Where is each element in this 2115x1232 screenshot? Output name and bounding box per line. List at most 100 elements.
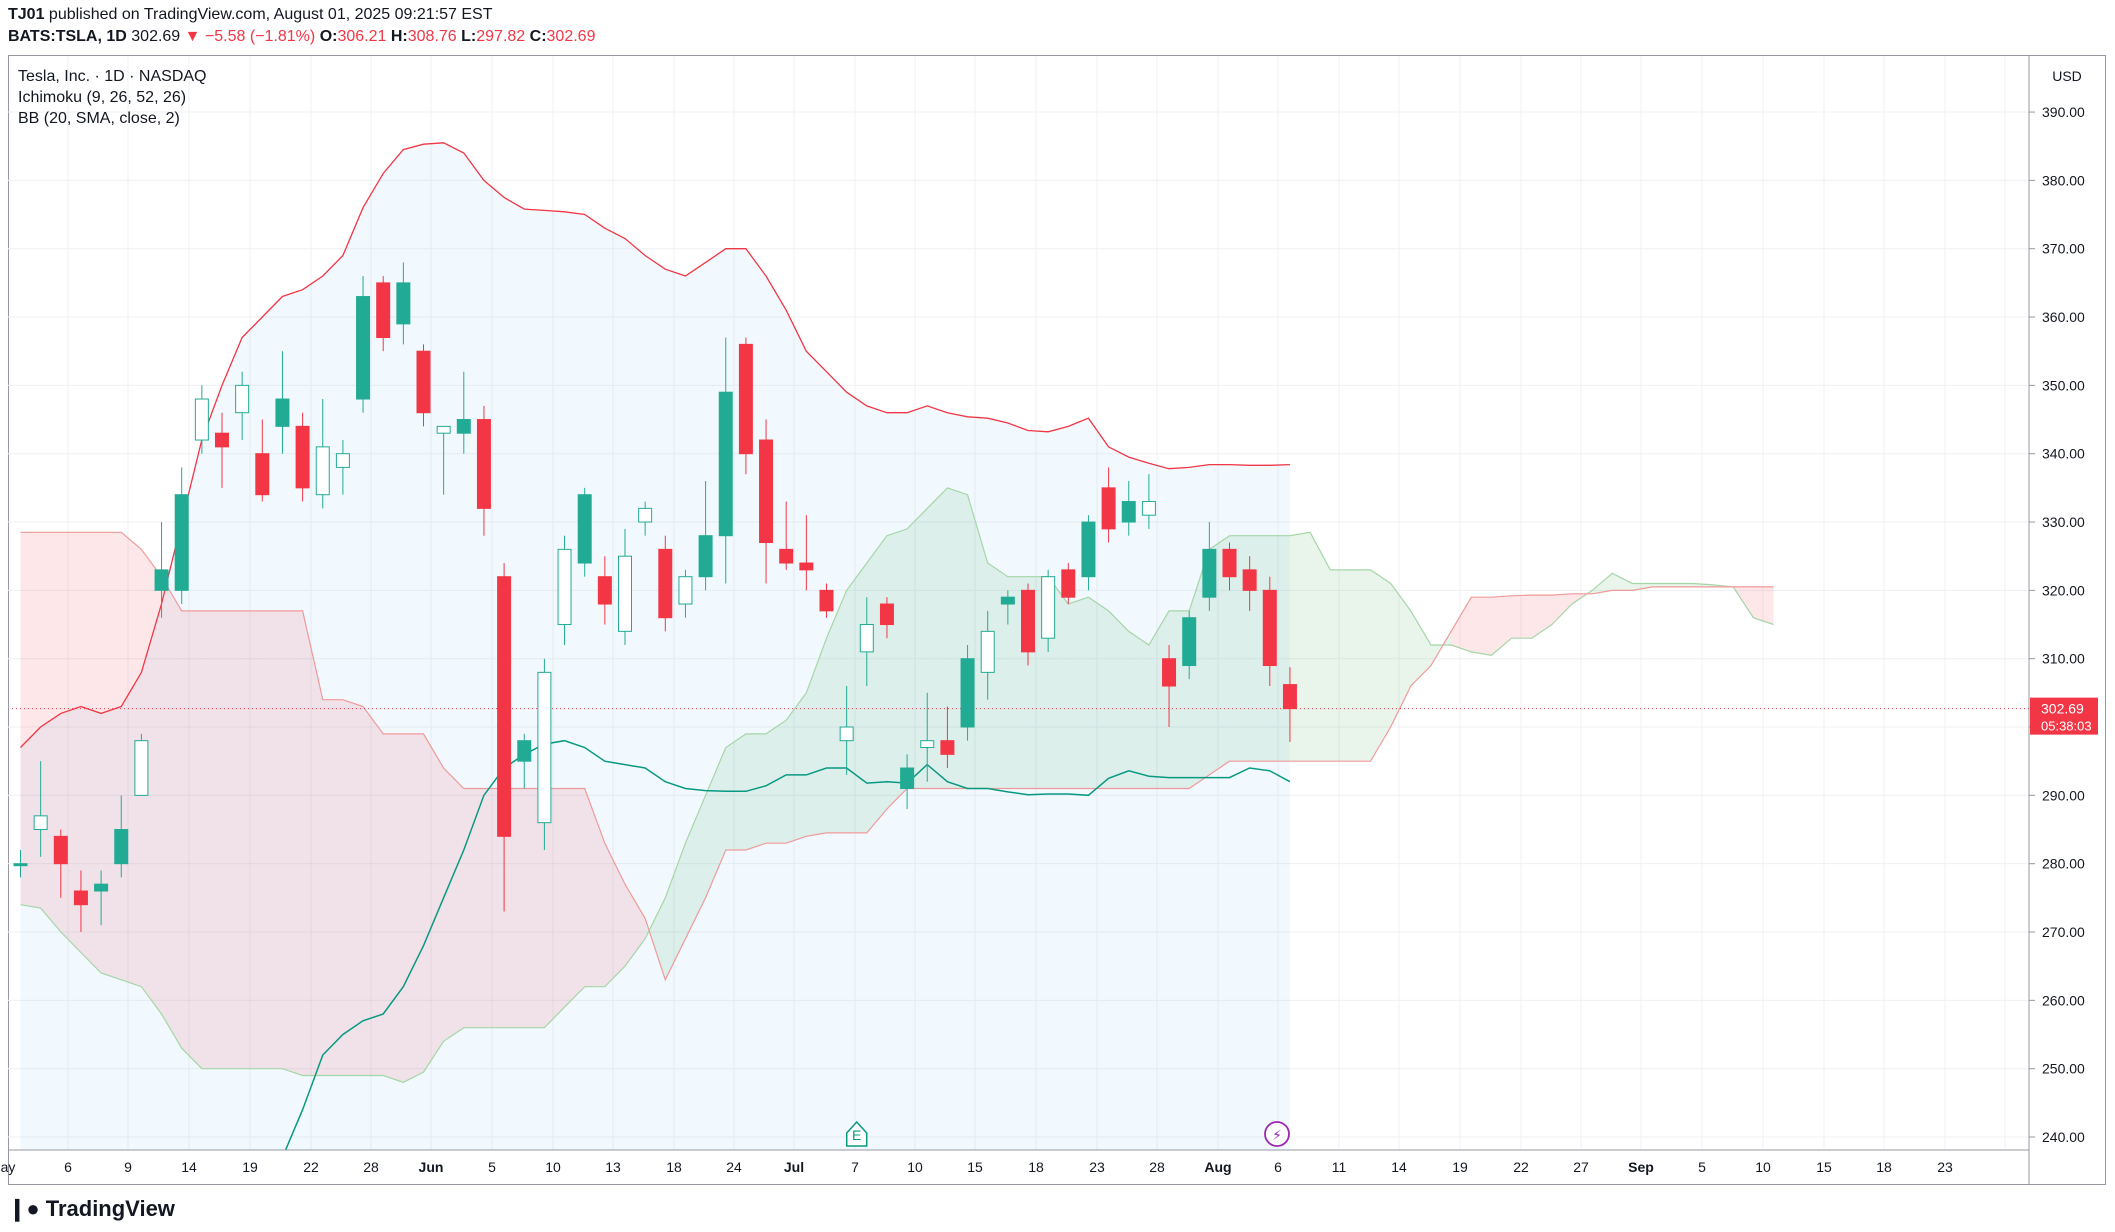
candle-body [960, 658, 975, 728]
candle-body [1081, 521, 1096, 578]
time-tick-label: 22 [1513, 1159, 1529, 1175]
ichimoku-cloud-segment [1189, 549, 1210, 789]
candle-body [839, 726, 854, 742]
time-tick-label: ay [1, 1159, 16, 1175]
candle-body [1202, 548, 1217, 598]
ichimoku-cloud-segment [786, 692, 807, 844]
candle-body [134, 740, 149, 796]
legend-title[interactable]: Tesla, Inc. · 1D · NASDAQ [18, 68, 207, 85]
ichimoku-cloud-segment [766, 720, 787, 844]
time-tick-label: 24 [726, 1159, 742, 1175]
bollinger-fill [20, 142, 1290, 1150]
ichimoku-cloud-segment [1632, 583, 1653, 591]
ichimoku-cloud-segment [363, 706, 384, 1076]
time-tick-label: 6 [64, 1159, 72, 1175]
tradingview-logo-icon: ❙● [8, 1196, 40, 1221]
ichimoku-cloud-segment [625, 884, 646, 967]
candle-body [618, 555, 632, 632]
ichimoku-cloud-segment [141, 549, 162, 1015]
chart-frame[interactable] [8, 55, 2106, 1185]
price-tick-label: 320.00 [2042, 582, 2085, 598]
ichimoku-cloud-segment [40, 532, 61, 933]
candle-body [476, 419, 491, 509]
candle-body [658, 548, 673, 619]
candle-body [678, 576, 693, 605]
candle-body [356, 296, 371, 400]
price-tick-label: 340.00 [2042, 446, 2085, 462]
legend-ichimoku[interactable]: Ichimoku (9, 26, 52, 26) [18, 89, 187, 106]
candle-body [255, 453, 270, 496]
ichimoku-cloud-segment [1370, 569, 1391, 762]
open-label: O: [319, 28, 338, 45]
time-tick-label: 5 [488, 1159, 496, 1175]
candle-body [194, 398, 209, 441]
candle-body [315, 446, 330, 496]
candle-body [1162, 658, 1177, 687]
time-tick-label: 22 [303, 1159, 319, 1175]
plot-area [9, 142, 2029, 1150]
ichimoku-cloud-segment [1592, 573, 1613, 594]
candle-body [174, 494, 189, 591]
candle-body [1262, 589, 1277, 667]
ichimoku-cloud-segment [1672, 583, 1693, 587]
low-label: L: [461, 28, 477, 45]
time-tick-label: 7 [851, 1159, 859, 1175]
ichimoku-cloud-segment [604, 843, 625, 987]
low-value: 297.82 [476, 28, 526, 45]
legend-bb[interactable]: BB (20, SMA, close, 2) [18, 110, 180, 127]
ichimoku-cloud-segment [705, 747, 726, 898]
price-tick-label: 240.00 [2042, 1129, 2085, 1145]
candle-body [879, 603, 894, 626]
candle-body [436, 425, 451, 434]
candle-body [940, 740, 955, 755]
price-tick-label: 350.00 [2042, 377, 2085, 393]
high-value: 308.76 [407, 28, 457, 45]
ichimoku-cloud-segment [1289, 532, 1311, 762]
ichimoku-cloud-segment [645, 897, 666, 980]
time-tick-label: 10 [907, 1159, 923, 1175]
ichimoku-cloud-segment [1128, 631, 1149, 789]
ichimoku-cloud-segment [826, 590, 847, 833]
ichimoku-cloud-segment [1148, 610, 1170, 789]
ichimoku-cloud-segment [1491, 595, 1512, 656]
senkou-span-b [20, 531, 1774, 982]
ichimoku-cloud-segment [181, 610, 202, 1069]
time-tick-label: 28 [1149, 1159, 1165, 1175]
ichimoku-cloud-segment [101, 532, 122, 980]
ichimoku-cloud-segment [403, 733, 424, 1083]
ichimoku-cloud-segment [1330, 569, 1351, 762]
author-name[interactable]: TJ01 [8, 6, 45, 23]
ichimoku-cloud-segment [1310, 532, 1331, 762]
ichimoku-cloud-segment [242, 610, 263, 1069]
candle-body [215, 432, 229, 448]
tradingview-logo[interactable]: ❙● TradingView [8, 1196, 175, 1222]
ichimoku-cloud-segment [987, 563, 1008, 789]
ichimoku-cloud-segment [20, 532, 41, 909]
price-tick-label: 260.00 [2042, 992, 2085, 1008]
candle-body [1021, 589, 1035, 653]
time-tick-label: 18 [1028, 1159, 1044, 1175]
ichimoku-cloud-segment [504, 788, 525, 1028]
candle-body [577, 494, 592, 564]
lightning-label: ⚡ [1272, 1128, 1282, 1144]
candle-body [799, 562, 814, 571]
price-tick-label: 280.00 [2042, 856, 2085, 872]
ichimoku-cloud-segment [443, 768, 464, 1042]
ichimoku-cloud-segment [564, 788, 585, 1008]
ichimoku-cloud-segment [201, 610, 222, 1069]
candle-body [13, 863, 28, 867]
senkou-span-a [20, 487, 1774, 1083]
ichimoku-cloud-segment [685, 795, 706, 939]
ichimoku-cloud-segment [1068, 597, 1089, 789]
published-text: published on TradingView.com, August 01,… [48, 6, 493, 23]
price-tick-label: 380.00 [2042, 172, 2085, 188]
symbol-label: BATS:TSLA, 1D [8, 28, 127, 45]
time-tick-label: 23 [1089, 1159, 1105, 1175]
ichimoku-cloud-segment [1652, 583, 1673, 587]
candle-body [517, 740, 532, 762]
time-tick-label: Jun [419, 1159, 444, 1175]
ichimoku-cloud-segment [665, 843, 686, 980]
ichimoku-cloud-segment [282, 610, 303, 1076]
price-tick-label: 390.00 [2042, 104, 2085, 120]
